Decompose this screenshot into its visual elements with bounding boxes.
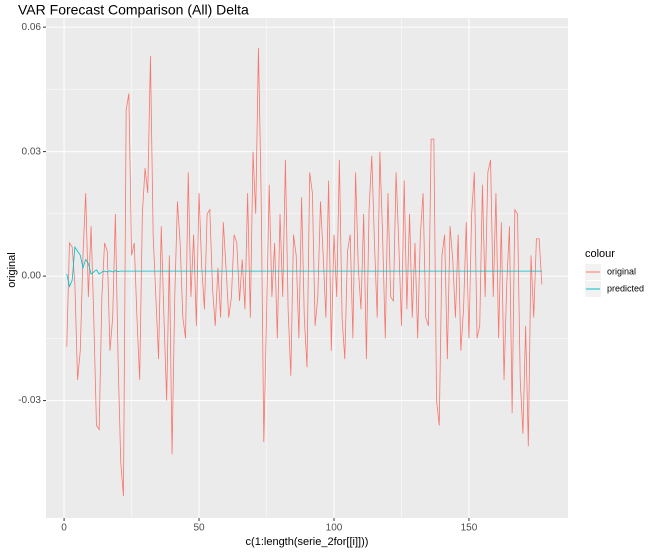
legend-title: colour	[585, 248, 615, 260]
x-axis-title: c(1:length(serie_2for[[i]]))	[246, 536, 369, 548]
series-line	[66, 245, 542, 288]
y-tick-label: 0.03	[22, 146, 42, 157]
x-tick-label: 100	[326, 523, 343, 534]
y-axis-title: original	[6, 252, 18, 287]
x-tick-label: 150	[461, 523, 478, 534]
chart-title: VAR Forecast Comparison (All) Delta	[18, 2, 249, 18]
x-tick-label: 50	[193, 523, 205, 534]
legend-label: original	[607, 266, 636, 276]
plot-panel	[46, 18, 568, 518]
series-line	[66, 47, 543, 497]
y-tick-label: 0.00	[22, 271, 42, 282]
y-tick-label: -0.03	[18, 395, 41, 406]
legend-label: predicted	[607, 283, 644, 293]
x-tick-label: 0	[61, 523, 67, 534]
y-tick-label: 0.06	[22, 22, 42, 33]
